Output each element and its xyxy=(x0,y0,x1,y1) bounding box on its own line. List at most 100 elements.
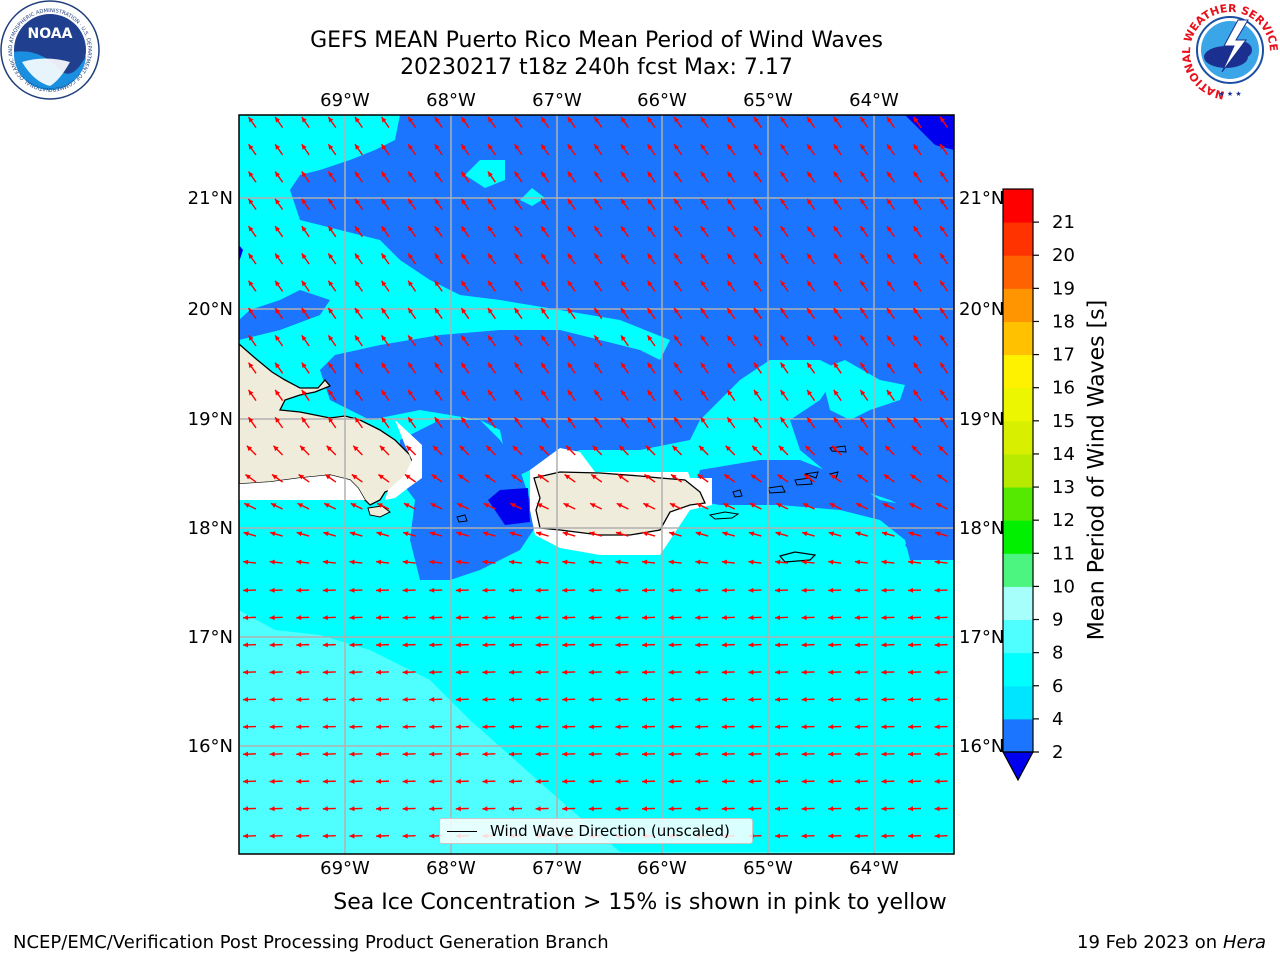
wind-wave-arrowhead xyxy=(535,559,541,565)
footer-host: Hera xyxy=(1222,932,1266,953)
wind-wave-arrowhead xyxy=(408,198,414,205)
wind-wave-arrowhead xyxy=(695,559,701,565)
wind-wave-arrowhead xyxy=(509,531,515,537)
wind-wave-arrowhead xyxy=(429,642,435,648)
wind-wave-arrowhead xyxy=(541,253,547,259)
wind-wave-arrowhead xyxy=(674,335,680,341)
wind-wave-arrowhead xyxy=(722,531,728,537)
plot-title-line-1: GEFS MEAN Puerto Rico Mean Period of Win… xyxy=(310,28,883,53)
wind-wave-arrowhead xyxy=(881,615,887,621)
wind-wave-arrowhead xyxy=(243,615,249,621)
wind-wave-arrowhead xyxy=(588,697,594,703)
wind-wave-arrowhead xyxy=(748,751,754,757)
wind-wave-arrowhead xyxy=(775,669,781,675)
lon-label-top: 65°W xyxy=(743,90,793,111)
wind-wave-arrowhead xyxy=(802,531,808,537)
wind-wave-arrowhead xyxy=(243,697,249,703)
wind-wave-arrowhead xyxy=(588,615,594,621)
wind-wave-arrowhead xyxy=(514,144,520,150)
wind-wave-arrowhead xyxy=(514,308,520,314)
wind-wave-arrowhead xyxy=(297,503,304,508)
wind-wave-arrowhead xyxy=(881,806,887,812)
wind-wave-arrowhead xyxy=(727,280,733,287)
wind-wave-arrowhead xyxy=(934,833,940,839)
wind-wave-arrowhead xyxy=(541,116,547,123)
colorbar-tick-label: 11 xyxy=(1052,543,1075,564)
wind-wave-arrowhead xyxy=(402,669,408,675)
wind-wave-arrowhead xyxy=(296,615,302,621)
wind-wave-arrowhead xyxy=(727,362,733,369)
wind-wave-arrowhead xyxy=(434,144,440,150)
colorbar-segment xyxy=(1003,553,1033,587)
wind-wave-arrowhead xyxy=(725,445,731,452)
wind-wave-arrowhead xyxy=(620,171,626,178)
wind-wave-arrowhead xyxy=(804,474,810,480)
wind-wave-arrowhead xyxy=(487,198,493,205)
colorbar-tick-label: 2 xyxy=(1052,742,1063,763)
wind-wave-arrowhead xyxy=(860,362,866,369)
wind-wave-arrowhead xyxy=(270,531,276,537)
wind-wave-arrowhead xyxy=(402,559,408,565)
lon-label-top: 68°W xyxy=(426,90,476,111)
lon-label-top: 64°W xyxy=(849,90,899,111)
lon-label-bottom: 68°W xyxy=(426,858,476,879)
lon-label-top: 67°W xyxy=(532,90,582,111)
wind-wave-arrowhead xyxy=(301,144,307,150)
wind-wave-arrowhead xyxy=(647,171,653,178)
wind-wave-arrowhead xyxy=(434,417,440,423)
wind-wave-arrowhead xyxy=(753,144,759,150)
wind-wave-arrowhead xyxy=(328,335,334,341)
wind-wave-arrowhead xyxy=(748,615,754,621)
wind-wave-arrowhead xyxy=(749,503,756,508)
wind-wave-arrowhead xyxy=(349,587,355,593)
wind-wave-arrowhead xyxy=(620,308,626,314)
wind-wave-arrowhead xyxy=(535,697,541,703)
colorbar-tick-label: 8 xyxy=(1052,643,1063,664)
wind-wave-arrowhead xyxy=(700,116,706,123)
wind-wave-arrowhead xyxy=(700,280,706,287)
wind-wave-arrowhead xyxy=(248,280,254,287)
wind-wave-arrowhead xyxy=(459,445,465,452)
wind-wave-arrowhead xyxy=(328,144,334,150)
wind-wave-arrowhead xyxy=(434,226,440,232)
wind-wave-arrowhead xyxy=(482,587,488,593)
wind-wave-arrowhead xyxy=(541,171,547,178)
wind-wave-arrowhead xyxy=(482,531,489,537)
wind-wave-arrowhead xyxy=(376,615,382,621)
wind-wave-arrowhead xyxy=(801,806,807,812)
wind-wave-arrowhead xyxy=(833,389,839,396)
wind-wave-arrowhead xyxy=(913,417,919,423)
wind-wave-arrowhead xyxy=(296,833,302,839)
wind-wave-arrowhead xyxy=(615,531,622,537)
wind-wave-arrowhead xyxy=(322,751,328,757)
wind-wave-arrowhead xyxy=(269,587,275,593)
wind-wave-arrowhead xyxy=(854,669,860,675)
wind-wave-arrowhead xyxy=(700,362,706,369)
wind-wave-arrowhead xyxy=(721,642,727,648)
wind-wave-arrowhead xyxy=(514,171,520,178)
wind-wave-arrowhead xyxy=(775,559,781,565)
wind-wave-arrowhead xyxy=(590,503,596,508)
wind-wave-arrowhead xyxy=(780,253,786,259)
wind-wave-arrowhead xyxy=(376,806,382,812)
wind-wave-arrowhead xyxy=(328,417,334,423)
wind-wave-arrowhead xyxy=(833,280,839,287)
wind-wave-arrowhead xyxy=(328,171,334,178)
wind-wave-arrowhead xyxy=(535,669,541,675)
lon-labels-top: 69°W 68°W 67°W 66°W 65°W 64°W xyxy=(320,90,899,111)
lon-labels-bottom: 69°W 68°W 67°W 66°W 65°W 64°W xyxy=(320,858,899,879)
wind-wave-arrowhead xyxy=(402,587,408,593)
wind-wave-arrowhead xyxy=(883,474,890,480)
wind-wave-arrowhead xyxy=(695,587,701,593)
wind-wave-arrowhead xyxy=(913,308,919,314)
wind-wave-arrowhead xyxy=(620,116,626,123)
wind-wave-arrowhead xyxy=(408,144,414,150)
wind-wave-arrowhead xyxy=(695,778,701,784)
wind-wave-arrowhead xyxy=(886,253,892,259)
wind-wave-arrowhead xyxy=(402,642,408,648)
wind-wave-arrowhead xyxy=(668,778,674,784)
wind-wave-arrowhead xyxy=(535,751,541,757)
wind-wave-arrowhead xyxy=(456,531,462,537)
wind-wave-arrowhead xyxy=(860,198,866,205)
colorbar-segment xyxy=(1003,255,1033,289)
